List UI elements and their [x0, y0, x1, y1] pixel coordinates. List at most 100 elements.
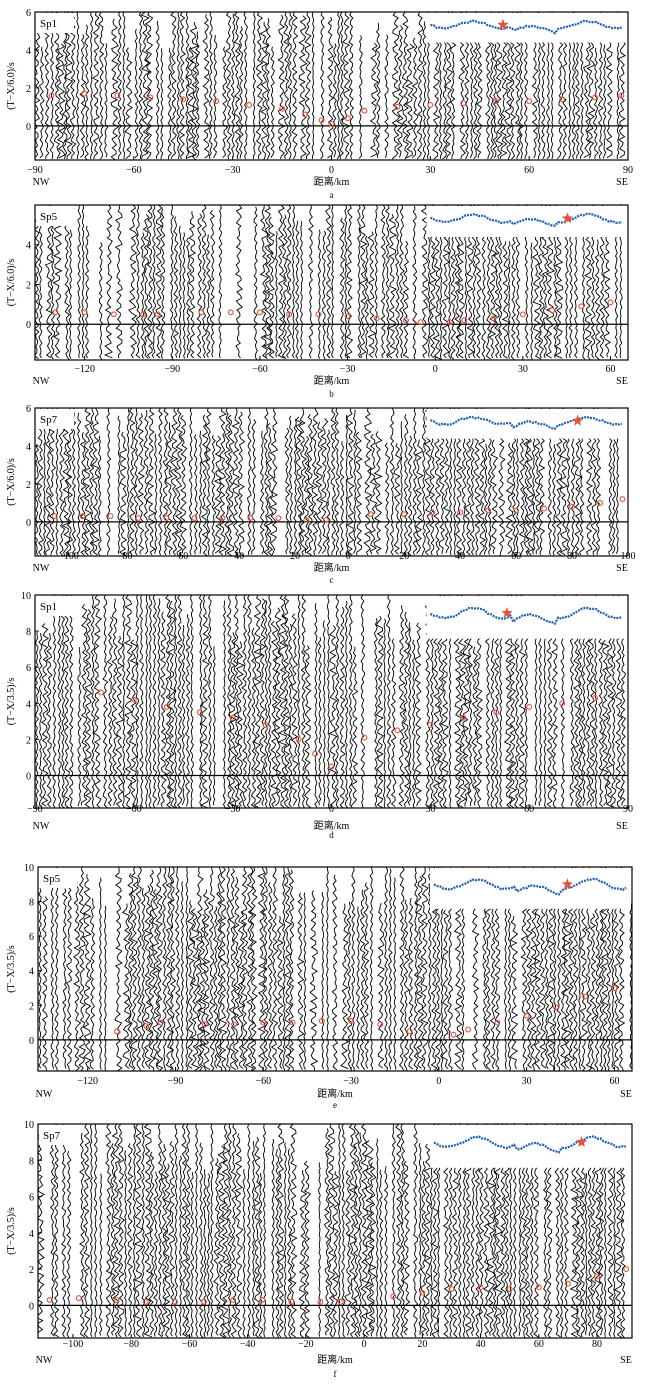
- se-label: SE: [616, 821, 628, 832]
- pick-point: [318, 117, 325, 124]
- x-tick-label: −30: [340, 364, 356, 375]
- shot-star-icon: [575, 1136, 588, 1147]
- x-tick-label: 60: [524, 165, 534, 176]
- shot-star-icon: [561, 212, 574, 224]
- pick-point: [519, 311, 526, 318]
- pick-point: [113, 1296, 120, 1303]
- x-tick-label: 30: [518, 364, 528, 375]
- pick-point: [361, 107, 368, 114]
- pick-point: [394, 727, 401, 734]
- x-tick-label: −30: [343, 1076, 359, 1087]
- pick-point: [328, 120, 335, 127]
- pick-point: [229, 714, 236, 721]
- x-tick-label: −30: [225, 804, 241, 815]
- x-tick-label: 20: [399, 551, 409, 562]
- x-tick-label: −80: [123, 1339, 139, 1350]
- axes-frame: [34, 407, 629, 557]
- y-tick-label: 2: [26, 735, 31, 746]
- nw-label: NW: [33, 821, 50, 832]
- pick-point: [213, 98, 220, 105]
- pick-point: [419, 1289, 426, 1296]
- pick-point: [373, 315, 380, 322]
- y-tick-label: 2: [29, 1001, 34, 1012]
- pick-point: [288, 1298, 295, 1305]
- pick-point: [607, 299, 614, 306]
- panel-f: Sp7 −100 −80 −60 −40 −20 0 20 40 60 80 0 2 4 6 8 10 (T−X/…: [6, 1120, 633, 1379]
- pick-point: [317, 1298, 324, 1305]
- pick-point: [535, 1284, 542, 1291]
- x-axis-label: 距离/km: [314, 175, 350, 188]
- x-tick-label: 60: [609, 1076, 619, 1087]
- pick-point: [377, 1021, 384, 1028]
- pick-point: [259, 1296, 266, 1303]
- shot-label: Sp1: [40, 18, 57, 30]
- se-label: SE: [616, 563, 628, 574]
- pick-point: [180, 96, 187, 103]
- x-tick-label: −60: [252, 364, 268, 375]
- pick-point: [344, 313, 351, 320]
- pick-point: [246, 102, 253, 108]
- y-axis-label: (T−X/6.0)/s: [6, 62, 17, 110]
- pick-point: [345, 115, 351, 122]
- x-axis-label: 距离/km: [317, 1087, 353, 1100]
- x-tick-label: 100: [621, 551, 636, 562]
- x-tick-label: 60: [524, 804, 534, 815]
- shot-star-icon: [497, 18, 509, 30]
- pick-point: [201, 1298, 207, 1305]
- shot-label: Sp7: [40, 414, 58, 426]
- pick-point: [448, 1286, 455, 1292]
- y-tick-label: 2: [26, 84, 31, 95]
- pick-point: [147, 94, 154, 101]
- topography-profile: [430, 19, 623, 35]
- pick-point: [619, 496, 626, 503]
- panel-letter: d: [329, 830, 334, 840]
- pick-point: [460, 100, 467, 107]
- pick-point: [322, 516, 329, 523]
- pick-point: [201, 1021, 208, 1028]
- y-tick-label: 4: [29, 1229, 34, 1240]
- x-tick-label: 0: [329, 804, 334, 815]
- y-tick-label: 6: [26, 663, 31, 674]
- pick-point: [490, 315, 497, 322]
- x-tick-label: 80: [567, 551, 577, 562]
- pick-point: [318, 1017, 325, 1024]
- pick-point: [549, 307, 555, 314]
- pick-point: [594, 1273, 601, 1280]
- pick-point: [401, 511, 408, 518]
- panel-b: Sp5 −120 −90 −60 −30 0 30 60 0 2 4 (T−X/6.0)/s NW SE 距…: [6, 204, 629, 399]
- topography-inset: [426, 409, 627, 439]
- pick-point: [163, 703, 170, 710]
- shot-label: Sp7: [43, 1130, 61, 1142]
- x-tick-label: −90: [27, 165, 43, 176]
- x-tick-label: −90: [168, 1076, 184, 1087]
- pick-point: [157, 1019, 164, 1026]
- x-tick-label: 30: [425, 804, 435, 815]
- pick-point: [52, 309, 59, 316]
- x-tick-label: 60: [534, 1339, 544, 1350]
- x-tick-label: 60: [511, 551, 521, 562]
- shot-star-icon: [501, 607, 513, 618]
- pick-point: [493, 709, 500, 716]
- pick-point: [552, 1004, 559, 1010]
- x-tick-label: 20: [417, 1339, 427, 1350]
- se-label: SE: [616, 177, 628, 188]
- axes-frame: [34, 204, 629, 361]
- pick-point: [46, 1296, 53, 1303]
- se-label: SE: [616, 376, 628, 387]
- y-tick-label: 0: [29, 1301, 34, 1312]
- shot-label-box: [36, 596, 74, 616]
- y-axis-label: (T−X/6.0)/s: [6, 259, 17, 307]
- x-tick-label: −90: [27, 804, 43, 815]
- pick-point: [312, 750, 318, 757]
- pick-point: [230, 1296, 237, 1303]
- pick-point: [163, 515, 170, 522]
- x-tick-label: −60: [126, 165, 142, 176]
- pick-point: [143, 1023, 150, 1030]
- y-tick-label: 2: [26, 480, 31, 491]
- pick-point: [315, 311, 322, 318]
- pick-point: [417, 319, 424, 326]
- panel-letter: c: [330, 575, 334, 585]
- topography-inset: [426, 596, 627, 639]
- pick-point: [427, 722, 434, 728]
- pick-point: [406, 1028, 413, 1035]
